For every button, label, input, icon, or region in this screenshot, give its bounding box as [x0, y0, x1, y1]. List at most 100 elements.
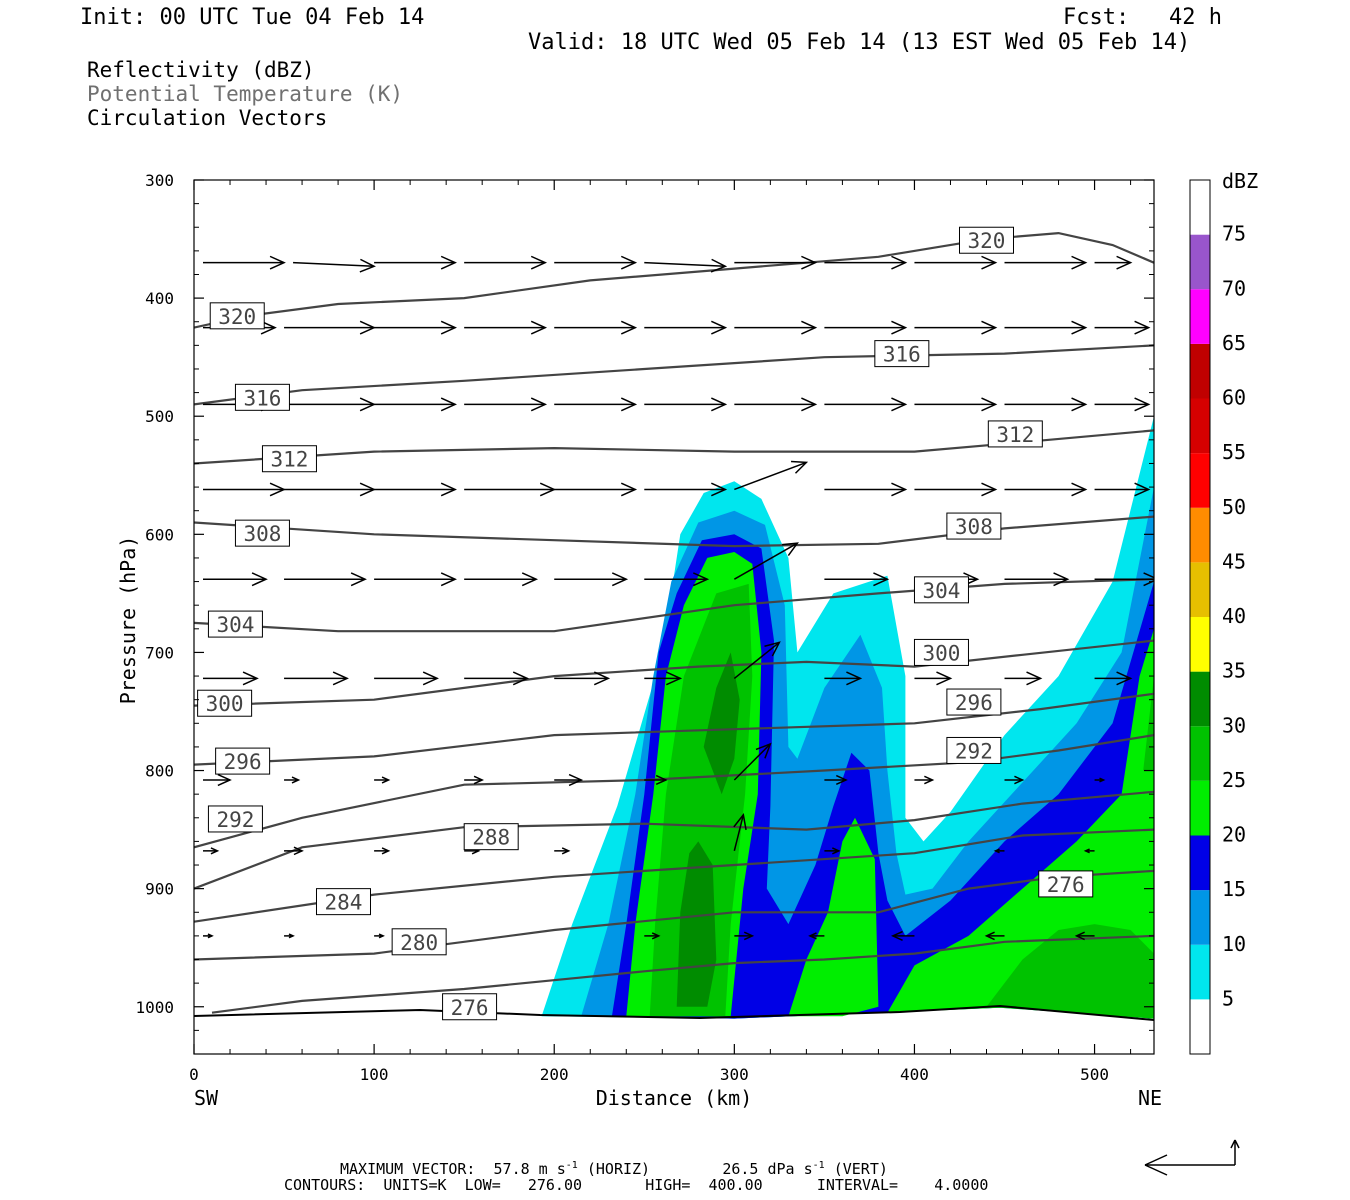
contour-label-300-10: 300	[197, 689, 253, 717]
svg-text:284: 284	[325, 891, 363, 915]
circulation-vector-89	[644, 932, 661, 940]
circulation-vector-46	[374, 572, 457, 587]
circulation-vector-71	[644, 774, 668, 786]
circulation-vector-58	[464, 671, 530, 686]
circulation-vector-56	[284, 671, 349, 686]
circulation-vector-50	[733, 542, 799, 580]
circulation-vector-65	[1094, 671, 1133, 686]
circulation-vector-12	[284, 320, 376, 335]
theta-contour-316-1	[194, 344, 1154, 406]
contour-label-312-4: 312	[261, 445, 317, 473]
colorbar-swatch-7	[1190, 617, 1210, 672]
circulation-vector-26	[554, 397, 638, 412]
valid-time-label: Valid: 18 UTC Wed 05 Feb 14 (13 EST Wed …	[528, 30, 1191, 55]
circulation-vector-2	[374, 255, 457, 270]
contour-label-288-16: 288	[463, 823, 519, 851]
svg-text:308: 308	[243, 522, 281, 546]
circulation-vector-59	[554, 671, 611, 686]
circulation-vector-76	[1094, 777, 1106, 783]
y-tick-label-600: 600	[145, 525, 174, 544]
circulation-vector-68	[374, 776, 391, 784]
plot-frame	[193, 179, 1155, 1055]
circulation-vector-57	[374, 671, 439, 686]
colorbar-swatch-1	[1190, 944, 1210, 1000]
y-tick-label-500: 500	[145, 407, 174, 426]
colorbar-swatch-5	[1190, 726, 1210, 781]
colorbar-swatch-9	[1190, 507, 1210, 563]
svg-text:276: 276	[1047, 873, 1085, 897]
colorbar-label-5: 5	[1222, 986, 1234, 1010]
svg-text:320: 320	[218, 305, 256, 329]
circulation-vector-91	[808, 932, 825, 940]
y-tick-label-800: 800	[145, 762, 174, 781]
colorbar-label-15: 15	[1222, 877, 1246, 901]
max-vector-vert-value: 26.5 dPa s	[722, 1160, 813, 1178]
circulation-vector-61	[733, 641, 781, 680]
init-time-label: Init: 00 UTC Tue 04 Feb 14	[80, 5, 425, 30]
circulation-vector-24	[374, 397, 457, 412]
theta-contour-304-4	[194, 578, 1154, 633]
circulation-vector-70	[554, 773, 584, 787]
circulation-vector-77	[203, 847, 220, 855]
max-vector-horiz-exponent: -1	[565, 1160, 578, 1171]
contour-label-284-17: 284	[315, 888, 371, 916]
colorbar-label-65: 65	[1222, 331, 1246, 355]
svg-text:300: 300	[206, 692, 244, 716]
circulation-vector-34	[284, 482, 376, 497]
svg-text:296: 296	[955, 691, 993, 715]
max-vector-vert-exponent: -1	[812, 1160, 825, 1171]
circulation-vector-90	[734, 931, 755, 941]
x-tick-label-0: 0	[189, 1065, 199, 1084]
colorbar-swatch-4	[1190, 780, 1210, 836]
circulation-vector-23	[284, 397, 376, 412]
contour-label-320-0: 320	[209, 302, 265, 330]
circulation-vector-31	[1004, 397, 1088, 412]
colorbar-label-30: 30	[1222, 713, 1246, 737]
colorbar-label-70: 70	[1222, 276, 1246, 300]
circulation-vector-51	[824, 572, 890, 587]
contour-label-276-20: 276	[1038, 870, 1094, 898]
svg-text:300: 300	[922, 641, 960, 665]
reflectivity-region-20dbz-4	[788, 817, 879, 1017]
circulation-vector-10	[1094, 255, 1133, 270]
circulation-vector-85	[1083, 848, 1095, 854]
circulation-vector-38	[644, 482, 728, 497]
circulation-vector-39	[734, 460, 809, 491]
colorbar-label-10: 10	[1222, 932, 1246, 956]
svg-text:296: 296	[224, 750, 262, 774]
x-tick-label-100: 100	[360, 1065, 389, 1084]
colorbar-swatch-0	[1190, 999, 1210, 1054]
svg-text:312: 312	[996, 423, 1034, 447]
circulation-vector-54	[1094, 572, 1154, 587]
circulation-vector-86	[203, 933, 214, 939]
colorbar-label-55: 55	[1222, 440, 1246, 464]
circulation-vector-62	[824, 671, 863, 686]
circulation-vector-41	[914, 482, 998, 497]
circulation-vector-3	[464, 255, 548, 270]
contour-label-292-14: 292	[207, 805, 263, 833]
reflectivity-region-30dbz-10	[703, 652, 740, 795]
circulation-vector-55	[203, 671, 259, 686]
svg-text:304: 304	[922, 579, 960, 603]
x-tick-label-400: 400	[900, 1065, 929, 1084]
max-vector-horiz-value: MAXIMUM VECTOR: 57.8 m s	[340, 1160, 566, 1178]
contour-label-316-3: 316	[874, 340, 930, 368]
colorbar: 5 10 15 20 25 30 35 40 45 50 55 60 65 70 75	[1189, 179, 1246, 1055]
colorbar-swatch-2	[1190, 890, 1210, 945]
y-tick-label-700: 700	[145, 643, 174, 662]
contour-label-276-19: 276	[442, 993, 498, 1021]
contour-label-308-6: 308	[234, 519, 290, 547]
y-tick-label-1000: 1000	[135, 998, 174, 1017]
colorbar-label-20: 20	[1222, 823, 1246, 847]
circulation-vector-19	[914, 320, 998, 335]
colorbar-swatch-14	[1190, 234, 1210, 290]
circulation-vector-29	[824, 397, 908, 412]
circulation-vector-82	[733, 813, 747, 852]
circulation-vector-40	[824, 482, 908, 497]
circulation-vector-17	[734, 320, 818, 335]
circulation-vector-7	[824, 255, 908, 270]
legend-potential-temperature: Potential Temperature (K)	[87, 82, 404, 106]
circulation-vector-87	[284, 933, 295, 939]
colorbar-swatch-6	[1190, 671, 1210, 727]
